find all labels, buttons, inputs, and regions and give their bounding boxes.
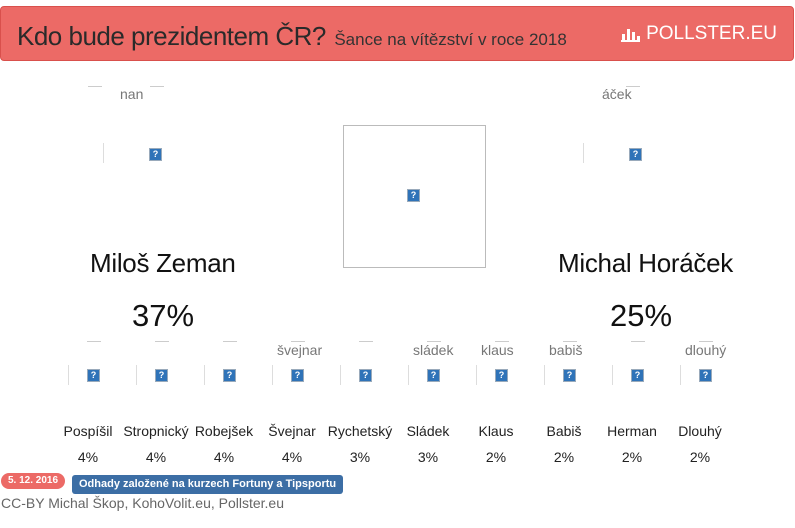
broken-image-icon: ? (155, 369, 168, 382)
image-border (699, 341, 713, 342)
image-border (136, 365, 137, 385)
image-border (204, 365, 205, 385)
title-subtitle: Šance na vítězství v roce 2018 (334, 30, 567, 49)
candidate-image-alt: nan (120, 86, 144, 102)
image-border (408, 365, 409, 385)
image-border (544, 365, 545, 385)
candidate-percent: 2% (485, 449, 507, 465)
image-border (476, 365, 477, 385)
image-border (563, 341, 577, 342)
broken-image-icon: ? (87, 369, 100, 382)
image-border (583, 143, 584, 163)
top-candidate-name: Michal Horáček (558, 248, 733, 278)
broken-image-icon: ? (629, 148, 642, 161)
broken-image-icon: ? (359, 369, 372, 382)
candidate-name: Klaus (478, 423, 514, 439)
note-badge: Odhady založené na kurzech Fortuny a Tip… (72, 475, 344, 494)
center-image: ? (343, 125, 486, 268)
candidate-name: Sládek (406, 423, 450, 439)
candidate-name: Herman (607, 423, 657, 439)
image-border (103, 143, 104, 163)
image-border (631, 341, 645, 342)
broken-image-icon: ? (631, 369, 644, 382)
candidate-image-alt: švejnar (277, 342, 323, 358)
broken-image-icon: ? (427, 369, 440, 382)
candidate-percent: 4% (213, 449, 235, 465)
title-main: Kdo bude prezidentem ČR? (17, 21, 326, 51)
candidate-name: Stropnický (123, 423, 189, 439)
image-border (291, 341, 305, 342)
date-badge: 5. 12. 2016 (1, 473, 66, 489)
broken-image-icon: ? (699, 369, 712, 382)
candidate-image-alt: sládek (413, 342, 454, 358)
candidate-percent: 2% (553, 449, 575, 465)
candidate-name: Dlouhý (678, 423, 722, 439)
top-candidate-percent: 25% (610, 298, 673, 333)
broken-image-icon: ? (563, 369, 576, 382)
candidate-name: Robejšek (194, 423, 254, 439)
broken-image-icon: ? (223, 369, 236, 382)
image-border (87, 341, 101, 342)
header-bar: Kdo bude prezidentem ČR? Šance na vítězs… (0, 6, 794, 61)
credit-line: CC-BY Michal Škop, KohoVolit.eu, Pollste… (1, 495, 285, 511)
image-border (88, 86, 102, 87)
candidate-percent: 3% (349, 449, 371, 465)
broken-image-icon: ? (291, 369, 304, 382)
candidate-percent: 4% (281, 449, 303, 465)
image-border (495, 341, 509, 342)
candidate-name: Švejnar (268, 423, 316, 439)
broken-image-icon: ? (149, 148, 162, 161)
candidate-percent: 4% (77, 449, 99, 465)
candidate-image-alt: dlouhý (685, 342, 727, 358)
top-candidate-name: Miloš Zeman (90, 248, 236, 278)
candidate-image-alt: klaus (481, 342, 514, 358)
broken-image-icon: ? (495, 369, 508, 382)
bar-chart-icon (621, 27, 641, 42)
image-border (340, 365, 341, 385)
broken-image-icon: ? (407, 189, 420, 202)
candidate-image-alt: áček (602, 86, 632, 102)
image-border (68, 365, 69, 385)
image-border (359, 341, 373, 342)
image-border (427, 341, 441, 342)
image-border (272, 365, 273, 385)
candidate-name: Pospíšil (63, 423, 113, 439)
top-candidate-percent: 37% (132, 298, 195, 333)
candidate-percent: 3% (417, 449, 439, 465)
candidate-image-alt: babiš (549, 342, 583, 358)
image-border (223, 341, 237, 342)
candidate-percent: 4% (145, 449, 167, 465)
candidate-percent: 2% (621, 449, 643, 465)
candidate-percent: 2% (689, 449, 711, 465)
image-border (626, 86, 640, 87)
candidate-name: Babiš (546, 423, 582, 439)
image-border (155, 341, 169, 342)
image-border (150, 86, 164, 87)
image-border (680, 365, 681, 385)
image-border (612, 365, 613, 385)
brand-name: POLLSTER.EU (646, 23, 777, 44)
brand-link[interactable]: POLLSTER.EU (621, 23, 777, 45)
page-title: Kdo bude prezidentem ČR? Šance na vítězs… (17, 21, 567, 52)
candidate-name: Rychetský (327, 423, 393, 439)
